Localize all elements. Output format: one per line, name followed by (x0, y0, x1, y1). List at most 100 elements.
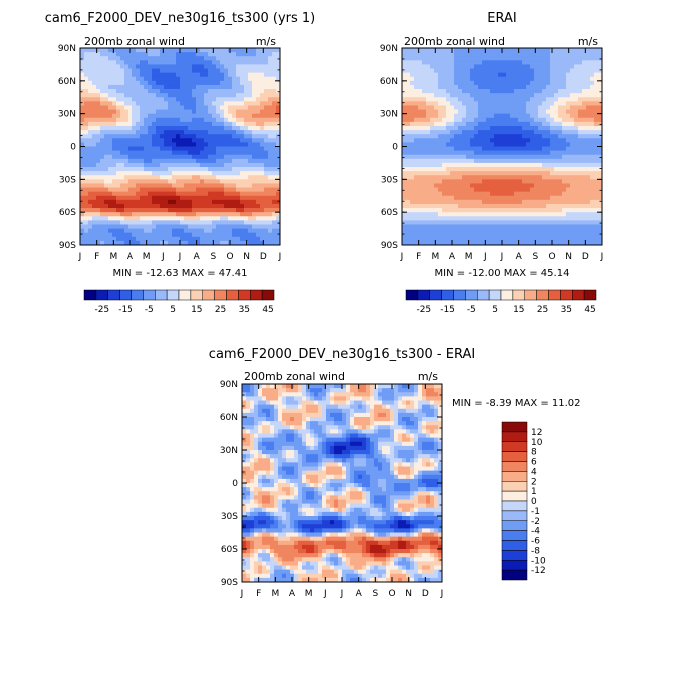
heatmap-cell (176, 69, 180, 73)
heatmap-cell (502, 138, 506, 142)
heatmap-cell (450, 151, 454, 155)
heatmap-cell (410, 179, 414, 183)
heatmap-cell (410, 216, 414, 220)
heatmap-cell (470, 147, 474, 151)
heatmap-cell (486, 200, 490, 204)
y-tick-label: 0 (70, 143, 76, 153)
heatmap-cell (248, 134, 252, 138)
heatmap-cell (208, 52, 212, 56)
heatmap-cell (586, 60, 590, 64)
heatmap-cell (160, 188, 164, 192)
heatmap-cell (590, 97, 594, 101)
heatmap-cell (180, 105, 184, 109)
heatmap-cell (264, 89, 268, 93)
heatmap-cell (208, 220, 212, 224)
heatmap-cell (116, 69, 120, 73)
heatmap-cell (148, 89, 152, 93)
heatmap-cell (152, 171, 156, 175)
heatmap-cell (454, 114, 458, 118)
heatmap-cell (256, 216, 260, 220)
heatmap-cell (256, 81, 260, 85)
heatmap-cell (144, 142, 148, 146)
heatmap-cell (200, 216, 204, 220)
heatmap-cell (510, 105, 514, 109)
heatmap-cell (562, 216, 566, 220)
heatmap-cell (216, 192, 220, 196)
heatmap-cell (148, 183, 152, 187)
heatmap-cell (208, 208, 212, 212)
heatmap-cell (414, 142, 418, 146)
heatmap-cell (168, 183, 172, 187)
heatmap-cell (510, 81, 514, 85)
heatmap-cell (582, 89, 586, 93)
heatmap-cell (578, 118, 582, 122)
heatmap-cell (594, 151, 598, 155)
heatmap-cell (434, 101, 438, 105)
heatmap-cell (446, 229, 450, 233)
heatmap-cell (160, 122, 164, 126)
heatmap-cell (184, 171, 188, 175)
x-tick-label: D (260, 252, 267, 262)
heatmap-cell (558, 188, 562, 192)
heatmap-cell (232, 81, 236, 85)
heatmap-cell (474, 192, 478, 196)
heatmap-cell (164, 233, 168, 237)
heatmap-cell (538, 192, 542, 196)
heatmap-cell (454, 101, 458, 105)
heatmap-cell (526, 101, 530, 105)
heatmap-cell (144, 163, 148, 167)
heatmap-cell (566, 175, 570, 179)
heatmap-cell (132, 101, 136, 105)
heatmap-cell (268, 118, 272, 122)
heatmap-cell (570, 81, 574, 85)
heatmap-cell (470, 138, 474, 142)
heatmap-cell (232, 147, 236, 151)
heatmap-cell (566, 192, 570, 196)
heatmap-cell (454, 179, 458, 183)
heatmap-cell (208, 89, 212, 93)
heatmap-cell (470, 101, 474, 105)
heatmap-cell (180, 192, 184, 196)
heatmap-cell (410, 151, 414, 155)
heatmap-cell (144, 118, 148, 122)
heatmap-cell (530, 147, 534, 151)
heatmap-cell (478, 183, 482, 187)
heatmap-cell (256, 167, 260, 171)
heatmap-cell (414, 122, 418, 126)
heatmap-cell (84, 167, 88, 171)
heatmap-cell (466, 171, 470, 175)
heatmap-cell (418, 204, 422, 208)
heatmap-cell (542, 237, 546, 241)
heatmap-cell (490, 85, 494, 89)
heatmap-cell (232, 110, 236, 114)
heatmap-cell (184, 233, 188, 237)
heatmap-cell (108, 220, 112, 224)
heatmap-cell (224, 224, 228, 228)
heatmap-cell (136, 200, 140, 204)
heatmap-cell (442, 56, 446, 60)
heatmap-cell (156, 138, 160, 142)
heatmap-cell (478, 122, 482, 126)
heatmap-cell (582, 171, 586, 175)
heatmap-cell (204, 159, 208, 163)
heatmap-cell (192, 229, 196, 233)
heatmap-cell (172, 155, 176, 159)
heatmap-cell (164, 73, 168, 77)
heatmap-cell (108, 105, 112, 109)
heatmap-cell (136, 171, 140, 175)
heatmap-cell (554, 138, 558, 142)
heatmap-cell (430, 196, 434, 200)
heatmap-cell (542, 69, 546, 73)
heatmap-cell (498, 155, 502, 159)
heatmap-cell (562, 138, 566, 142)
heatmap-cell (188, 85, 192, 89)
heatmap-cell (224, 105, 228, 109)
heatmap-cell (96, 155, 100, 159)
heatmap-cell (128, 200, 132, 204)
heatmap-cell (112, 229, 116, 233)
heatmap-cell (454, 224, 458, 228)
heatmap-cell (542, 52, 546, 56)
heatmap-cell (466, 81, 470, 85)
heatmap-cell (212, 77, 216, 81)
heatmap-cell (434, 138, 438, 142)
